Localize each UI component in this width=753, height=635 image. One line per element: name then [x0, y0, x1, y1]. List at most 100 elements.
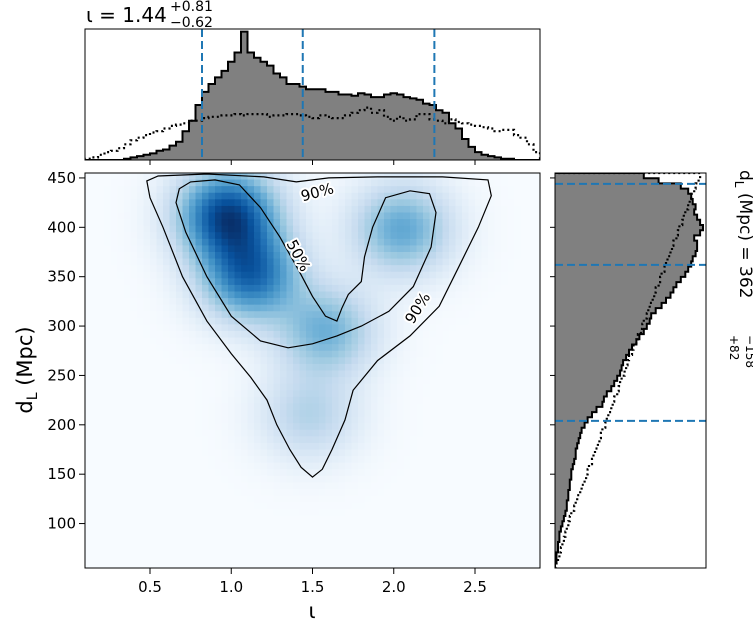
- heatmap-cell: [163, 304, 171, 312]
- heatmap-cell: [423, 265, 431, 273]
- heatmap-cell: [202, 495, 210, 503]
- heatmap-cell: [449, 436, 457, 444]
- heatmap-cell: [117, 390, 125, 398]
- heatmap-cell: [98, 278, 106, 286]
- heatmap-cell: [390, 410, 398, 418]
- heatmap-cell: [507, 528, 515, 536]
- heatmap-cell: [436, 232, 444, 240]
- heatmap-cell: [345, 429, 353, 437]
- heatmap-cell: [371, 278, 379, 286]
- heatmap-cell: [234, 324, 242, 332]
- heatmap-cell: [488, 449, 496, 457]
- heatmap-cell: [234, 186, 242, 194]
- heatmap-cell: [423, 548, 431, 556]
- heatmap-cell: [403, 304, 411, 312]
- heatmap-cell: [468, 344, 476, 352]
- heatmap-cell: [390, 232, 398, 240]
- heatmap-cell: [267, 528, 275, 536]
- heatmap-cell: [267, 245, 275, 253]
- heatmap-cell: [221, 331, 229, 339]
- heatmap-cell: [345, 561, 353, 568]
- heatmap-cell: [436, 449, 444, 457]
- heatmap-cell: [520, 212, 528, 220]
- heatmap-cell: [85, 278, 93, 286]
- heatmap-cell: [514, 331, 522, 339]
- heatmap-cell: [462, 337, 470, 345]
- heatmap-cell: [436, 245, 444, 253]
- heatmap-cell: [520, 304, 528, 312]
- heatmap-cell: [286, 337, 294, 345]
- heatmap-cell: [338, 482, 346, 490]
- heatmap-cell: [527, 219, 535, 227]
- heatmap-cell: [410, 350, 418, 358]
- heatmap-cell: [501, 350, 509, 358]
- heatmap-cell: [455, 442, 463, 451]
- heatmap-cell: [221, 199, 229, 207]
- heatmap-cell: [130, 561, 138, 568]
- heatmap-cell: [533, 429, 540, 437]
- heatmap-cell: [273, 528, 281, 536]
- heatmap-cell: [91, 271, 99, 279]
- heatmap-cell: [260, 456, 268, 464]
- heatmap-cell: [384, 199, 392, 207]
- heatmap-cell: [156, 304, 164, 312]
- heatmap-cell: [462, 436, 470, 444]
- heatmap-cell: [332, 205, 340, 214]
- heatmap-cell: [501, 561, 509, 568]
- heatmap-cell: [436, 370, 444, 378]
- heatmap-cell: [163, 350, 171, 358]
- heatmap-cell: [449, 225, 457, 233]
- heatmap-cell: [312, 482, 320, 490]
- heatmap-cell: [111, 541, 119, 549]
- heatmap-cell: [449, 179, 457, 187]
- heatmap-cell: [143, 186, 151, 194]
- heatmap-cell: [429, 495, 437, 503]
- heatmap-cell: [111, 423, 119, 431]
- heatmap-cell: [176, 173, 184, 181]
- heatmap-cell: [442, 232, 450, 240]
- heatmap-cell: [169, 304, 177, 312]
- heatmap-cell: [150, 429, 158, 437]
- heatmap-cell: [520, 403, 528, 411]
- heatmap-cell: [202, 449, 210, 457]
- heatmap-cell: [481, 390, 489, 398]
- heatmap-cell: [384, 324, 392, 332]
- heatmap-cell: [176, 554, 184, 563]
- heatmap-cell: [215, 304, 223, 312]
- heatmap-cell: [319, 377, 327, 385]
- heatmap-cell: [189, 462, 197, 470]
- heatmap-cell: [436, 350, 444, 358]
- heatmap-cell: [306, 370, 314, 378]
- heatmap-cell: [163, 383, 171, 391]
- heatmap-cell: [137, 245, 145, 253]
- heatmap-cell: [325, 245, 333, 253]
- heatmap-cell: [85, 515, 93, 523]
- heatmap-cell: [306, 410, 314, 418]
- heatmap-cell: [390, 502, 398, 510]
- heatmap-cell: [325, 199, 333, 207]
- heatmap-cell: [221, 416, 229, 424]
- heatmap-cell: [514, 482, 522, 490]
- heatmap-cell: [150, 298, 158, 306]
- heatmap-cell: [436, 541, 444, 549]
- heatmap-cell: [273, 357, 281, 365]
- heatmap-cell: [299, 449, 307, 457]
- heatmap-cell: [481, 337, 489, 345]
- heatmap-cell: [371, 265, 379, 273]
- heatmap-cell: [124, 383, 132, 391]
- heatmap-cell: [202, 535, 210, 543]
- heatmap-cell: [280, 291, 288, 299]
- heatmap-cell: [299, 271, 307, 279]
- heatmap-cell: [117, 442, 125, 451]
- heatmap-cell: [299, 462, 307, 470]
- heatmap-cell: [423, 554, 431, 563]
- heatmap-cell: [325, 489, 333, 497]
- heatmap-cell: [312, 225, 320, 233]
- heatmap-cell: [286, 423, 294, 431]
- heatmap-cell: [150, 403, 158, 411]
- heatmap-cell: [325, 278, 333, 286]
- heatmap-cell: [169, 554, 177, 563]
- heatmap-cell: [85, 199, 93, 207]
- heatmap-cell: [137, 265, 145, 273]
- heatmap-cell: [195, 416, 203, 424]
